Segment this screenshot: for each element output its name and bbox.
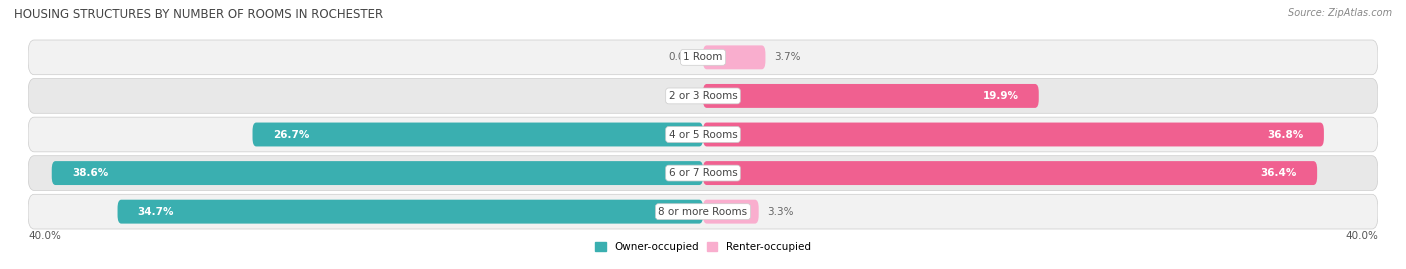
Text: 6 or 7 Rooms: 6 or 7 Rooms: [669, 168, 737, 178]
Text: Source: ZipAtlas.com: Source: ZipAtlas.com: [1288, 8, 1392, 18]
Text: 0.0%: 0.0%: [668, 52, 695, 62]
Text: 3.7%: 3.7%: [773, 52, 800, 62]
FancyBboxPatch shape: [703, 123, 1324, 146]
FancyBboxPatch shape: [28, 40, 1378, 75]
Text: 38.6%: 38.6%: [72, 168, 108, 178]
FancyBboxPatch shape: [52, 161, 703, 185]
Text: 8 or more Rooms: 8 or more Rooms: [658, 207, 748, 217]
Text: 0.0%: 0.0%: [668, 91, 695, 101]
Text: 19.9%: 19.9%: [983, 91, 1018, 101]
Text: 36.8%: 36.8%: [1267, 129, 1303, 140]
FancyBboxPatch shape: [703, 84, 1039, 108]
Text: 34.7%: 34.7%: [138, 207, 174, 217]
Text: 3.3%: 3.3%: [768, 207, 793, 217]
FancyBboxPatch shape: [703, 161, 1317, 185]
FancyBboxPatch shape: [28, 117, 1378, 152]
FancyBboxPatch shape: [28, 194, 1378, 229]
Legend: Owner-occupied, Renter-occupied: Owner-occupied, Renter-occupied: [591, 238, 815, 256]
FancyBboxPatch shape: [703, 200, 759, 224]
FancyBboxPatch shape: [253, 123, 703, 146]
Text: 40.0%: 40.0%: [1346, 231, 1378, 240]
Text: 40.0%: 40.0%: [28, 231, 60, 240]
Text: 26.7%: 26.7%: [273, 129, 309, 140]
Text: 1 Room: 1 Room: [683, 52, 723, 62]
FancyBboxPatch shape: [28, 156, 1378, 190]
Text: HOUSING STRUCTURES BY NUMBER OF ROOMS IN ROCHESTER: HOUSING STRUCTURES BY NUMBER OF ROOMS IN…: [14, 8, 384, 21]
FancyBboxPatch shape: [118, 200, 703, 224]
FancyBboxPatch shape: [28, 79, 1378, 113]
Text: 4 or 5 Rooms: 4 or 5 Rooms: [669, 129, 737, 140]
Text: 2 or 3 Rooms: 2 or 3 Rooms: [669, 91, 737, 101]
FancyBboxPatch shape: [703, 45, 765, 69]
Text: 36.4%: 36.4%: [1261, 168, 1296, 178]
